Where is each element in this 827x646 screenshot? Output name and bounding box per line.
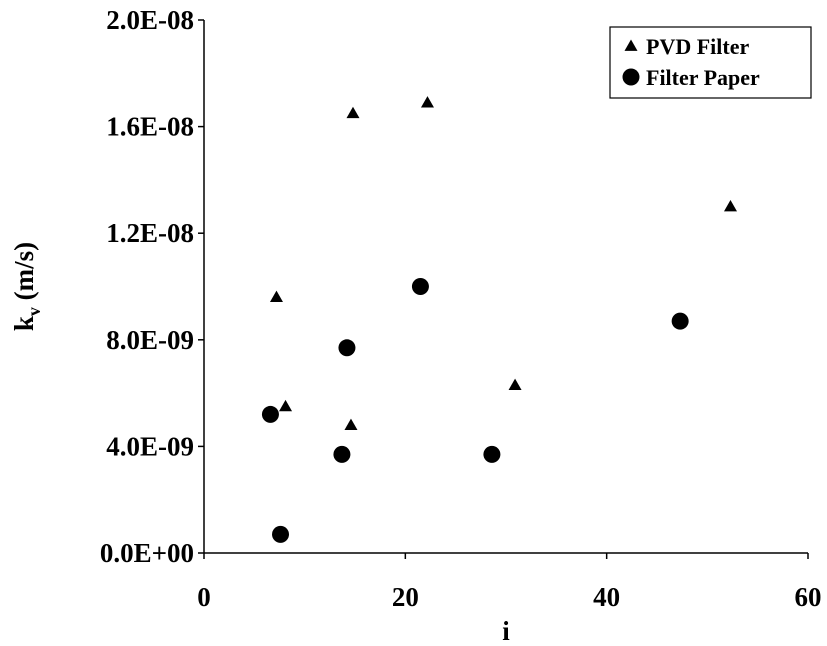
y-tick-label: 0.0E+00: [100, 538, 194, 568]
pvd-filter-point: [723, 200, 737, 212]
legend-items: PVD Filter Filter Paper: [622, 34, 760, 90]
filter-paper-point: [272, 525, 290, 543]
x-axis-ticks: 0 20 40 60: [197, 553, 822, 612]
axes: [203, 20, 808, 554]
y-axis-title: kv (m/s): [9, 242, 44, 331]
y-axis-title-main: k: [9, 316, 39, 331]
pvd-filter-point: [269, 290, 283, 303]
x-tick-label: 60: [795, 582, 822, 612]
y-tick-label: 4.0E-09: [106, 431, 194, 461]
filter-paper-point: [338, 339, 356, 357]
y-tick-label: 8.0E-09: [106, 325, 194, 355]
y-axis-ticks: 0.0E+00 4.0E-09 8.0E-09 1.2E-08 1.6E-08 2.0E-…: [100, 5, 204, 568]
x-tick-label: 0: [197, 582, 211, 612]
x-axis-title: i: [502, 616, 510, 646]
data-points: [261, 96, 737, 543]
y-tick-label: 2.0E-08: [106, 5, 194, 35]
legend: PVD Filter Filter Paper: [609, 26, 812, 99]
y-tick-label: 1.6E-08: [106, 112, 194, 142]
pvd-filter-point: [279, 399, 293, 412]
y-axis-title-unit: (m/s): [9, 242, 39, 307]
legend-box: [609, 26, 812, 99]
legend-marker-circle: [622, 68, 640, 86]
legend-label: Filter Paper: [646, 65, 760, 90]
filter-paper-point: [483, 445, 501, 463]
legend-marker-triangle: [624, 39, 638, 51]
x-tick-label: 40: [593, 582, 620, 612]
y-tick-label: 1.2E-08: [106, 218, 194, 248]
filter-paper-point: [411, 278, 429, 295]
filter-paper-point: [333, 445, 351, 463]
pvd-filter-point: [508, 378, 522, 390]
pvd-filter-point: [420, 96, 434, 108]
y-axis-title-subscript: v: [24, 307, 44, 316]
x-tick-label: 20: [392, 582, 419, 612]
filter-paper-point: [261, 405, 279, 423]
pvd-filter-point: [346, 106, 360, 119]
legend-label: PVD Filter: [646, 34, 749, 59]
pvd-filter-point: [344, 418, 358, 430]
filter-paper-point: [671, 312, 689, 330]
